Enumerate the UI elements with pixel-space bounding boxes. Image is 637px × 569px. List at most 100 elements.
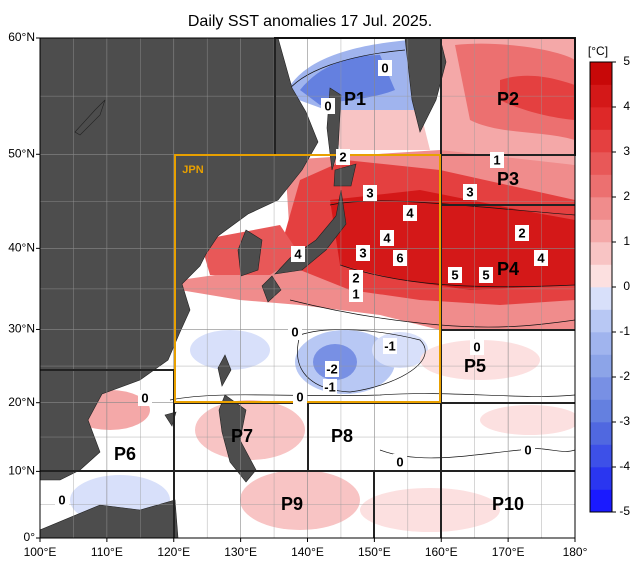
contour-label: 5	[482, 267, 489, 282]
contour-label: 4	[294, 246, 302, 261]
region-label: P9	[281, 494, 303, 514]
contour-label-bg	[393, 250, 407, 266]
contour-label-bg	[349, 270, 363, 286]
contour-label-bg	[479, 267, 493, 283]
colorbar-tick-label: 5	[623, 54, 630, 68]
lat-tick-label: 60°N	[8, 30, 35, 44]
contour-label: 2	[352, 270, 359, 285]
lat-tick-label: 20°N	[8, 395, 35, 409]
contour-label-bg	[383, 338, 397, 354]
contour-label: 1	[352, 286, 359, 301]
colorbar-bin	[590, 84, 612, 108]
colorbar-bin	[590, 354, 612, 378]
colorbar-bin	[590, 129, 612, 153]
colorbar-bin	[590, 377, 612, 400]
contour-label: 3	[359, 245, 366, 260]
colorbar-unit: [°C]	[588, 44, 608, 58]
contour-label-bg	[490, 152, 504, 168]
lat-tick-label: 50°N	[8, 146, 35, 160]
contour-label-bg	[293, 389, 307, 405]
map-title: Daily SST anomalies 17 Jul. 2025.	[188, 13, 432, 30]
colorbar-bin	[590, 174, 612, 198]
contour-label: 1	[493, 152, 500, 167]
colorbar-tick-label: -3	[619, 414, 630, 428]
contour-label: 2	[518, 225, 525, 240]
colorbar-bin	[590, 219, 612, 243]
contour-label: 4	[537, 250, 545, 265]
contour-label-bg	[521, 442, 535, 458]
colorbar-bin	[590, 152, 612, 175]
colorbar-bin	[590, 287, 612, 310]
contour-label: 0	[524, 442, 531, 457]
region-label: P8	[331, 426, 353, 446]
contour-label-bg	[515, 225, 529, 241]
region-label: P1	[344, 89, 366, 109]
colorbar-tick-label: 0	[623, 279, 630, 293]
contour-label-bg	[138, 390, 152, 406]
region-label: P3	[497, 169, 519, 189]
contour-label-bg	[356, 245, 370, 261]
region-label: P10	[492, 494, 524, 514]
region-label: P2	[497, 89, 519, 109]
colorbar-tick-label: 2	[623, 189, 630, 203]
contour-label-bg	[325, 361, 339, 377]
colorbar-bin	[590, 467, 612, 490]
colorbar-tick-label: -1	[619, 324, 630, 338]
colorbar: -5 -4 -3 -2 -1 0 1 2 3 4 5 [°C]	[588, 44, 630, 518]
colorbar-bin	[590, 332, 612, 355]
colorbar-bin	[590, 197, 612, 220]
lon-tick-label: 100°E	[24, 545, 57, 559]
contour-label: 0	[473, 339, 480, 354]
lat-tick-label: 10°N	[8, 464, 35, 478]
contour-label: 2	[339, 149, 346, 164]
colorbar-bin	[590, 422, 612, 445]
lon-tick-label: 180°	[563, 545, 588, 559]
colorbar-tick-label: -2	[619, 369, 630, 383]
lat-tick-label: 0°	[24, 530, 36, 544]
contour-label-bg	[463, 184, 477, 200]
contour-label-bg	[403, 205, 417, 221]
contour-label-bg	[323, 379, 337, 395]
region-label: P4	[497, 259, 519, 279]
lon-tick-label: 120°E	[157, 545, 190, 559]
contour-label: 0	[296, 389, 303, 404]
contour-label-bg	[336, 149, 350, 165]
colorbar-bin	[590, 264, 612, 288]
contour-label-bg	[448, 267, 462, 283]
contour-label: 6	[396, 250, 403, 265]
colorbar-bin	[590, 399, 612, 423]
contour-label: 3	[366, 185, 373, 200]
contour-label: -1	[384, 338, 396, 353]
lat-tick-label: 30°N	[8, 322, 35, 336]
contour-label-bg	[470, 339, 484, 355]
contour-label: 5	[451, 267, 458, 282]
contour-label-bg	[534, 250, 548, 266]
lon-tick-label: 160°E	[425, 545, 458, 559]
colorbar-bin	[590, 107, 612, 130]
contour-label: -1	[324, 379, 336, 394]
contour-label: -2	[326, 361, 338, 376]
colorbar-bin	[590, 444, 612, 468]
colorbar-bin	[590, 309, 612, 333]
lon-tick-label: 150°E	[358, 545, 391, 559]
contour-label: 4	[406, 205, 414, 220]
colorbar-tick-label: 4	[623, 99, 630, 113]
contour-label: 0	[291, 324, 298, 339]
lon-tick-label: 110°E	[91, 545, 123, 559]
contour-label-bg	[55, 492, 69, 508]
contour-label: 0	[396, 454, 403, 469]
lon-tick-label: 130°E	[224, 545, 257, 559]
contour-label-bg	[363, 185, 377, 201]
colorbar-bin	[590, 489, 612, 513]
contour-label-bg	[393, 454, 407, 470]
contour-label-bg	[380, 230, 394, 246]
lat-tick-label: 40°N	[8, 241, 35, 255]
region-label: JPN	[182, 164, 203, 176]
contour-label: 3	[466, 184, 473, 199]
lon-tick-label: 140°E	[291, 545, 324, 559]
region-label: P6	[114, 444, 136, 464]
contour-label-bg	[321, 98, 335, 114]
colorbar-bin	[590, 242, 612, 265]
lon-tick-label: 170°E	[492, 545, 525, 559]
